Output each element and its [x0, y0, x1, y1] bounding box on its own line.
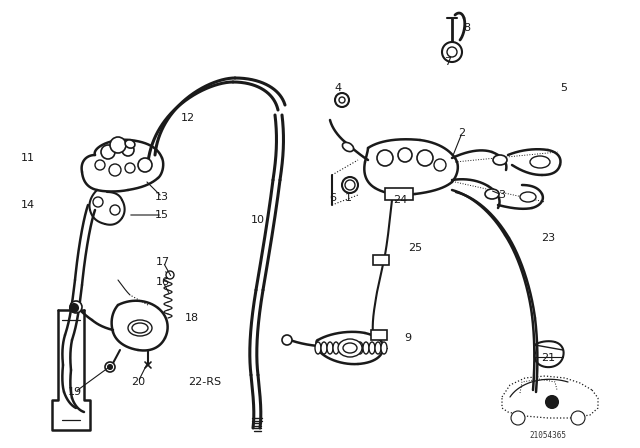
Circle shape	[335, 93, 349, 107]
Text: 16: 16	[156, 277, 170, 287]
Circle shape	[546, 396, 558, 408]
Ellipse shape	[485, 189, 499, 199]
Circle shape	[110, 205, 120, 215]
Text: 10: 10	[251, 215, 265, 225]
Circle shape	[93, 197, 103, 207]
Ellipse shape	[315, 342, 321, 354]
Ellipse shape	[333, 342, 339, 354]
Ellipse shape	[345, 342, 351, 354]
Ellipse shape	[125, 140, 135, 148]
Text: 13: 13	[155, 192, 169, 202]
Circle shape	[70, 304, 78, 312]
Circle shape	[122, 144, 134, 156]
Ellipse shape	[369, 342, 375, 354]
FancyBboxPatch shape	[373, 255, 389, 265]
Text: 14: 14	[21, 200, 35, 210]
Circle shape	[110, 137, 126, 153]
Ellipse shape	[493, 155, 507, 165]
Text: 2: 2	[458, 128, 465, 138]
Circle shape	[166, 271, 174, 279]
Text: 23: 23	[541, 233, 555, 243]
FancyBboxPatch shape	[385, 188, 413, 200]
Circle shape	[70, 301, 82, 313]
Circle shape	[95, 160, 105, 170]
Ellipse shape	[530, 156, 550, 168]
Ellipse shape	[520, 192, 536, 202]
Circle shape	[138, 158, 152, 172]
Text: 5: 5	[561, 83, 568, 93]
Circle shape	[125, 163, 135, 173]
Circle shape	[442, 42, 462, 62]
Text: 9: 9	[404, 333, 412, 343]
Text: 15: 15	[155, 210, 169, 220]
Circle shape	[342, 177, 358, 193]
FancyBboxPatch shape	[371, 330, 387, 340]
Circle shape	[339, 97, 345, 103]
Circle shape	[108, 365, 112, 369]
Text: 19: 19	[68, 387, 82, 397]
Ellipse shape	[343, 343, 357, 353]
Circle shape	[282, 335, 292, 345]
Text: 4: 4	[335, 83, 342, 93]
Ellipse shape	[381, 342, 387, 354]
Text: 18: 18	[185, 313, 199, 323]
Text: 21054365: 21054365	[529, 431, 566, 439]
Circle shape	[511, 411, 525, 425]
Ellipse shape	[339, 342, 345, 354]
Ellipse shape	[357, 342, 363, 354]
Ellipse shape	[132, 323, 148, 333]
Text: 12: 12	[181, 113, 195, 123]
Ellipse shape	[351, 342, 357, 354]
Ellipse shape	[327, 342, 333, 354]
Ellipse shape	[321, 342, 327, 354]
Ellipse shape	[363, 342, 369, 354]
Circle shape	[571, 411, 585, 425]
Circle shape	[377, 150, 393, 166]
Text: 17: 17	[156, 257, 170, 267]
Ellipse shape	[342, 142, 353, 151]
Text: 11: 11	[21, 153, 35, 163]
Text: 3: 3	[499, 190, 506, 200]
Circle shape	[434, 159, 446, 171]
Text: 24: 24	[393, 195, 407, 205]
Ellipse shape	[128, 320, 152, 336]
Circle shape	[417, 150, 433, 166]
Text: 25: 25	[408, 243, 422, 253]
Circle shape	[447, 47, 457, 57]
Circle shape	[109, 164, 121, 176]
Text: 8: 8	[463, 23, 470, 33]
Text: 1: 1	[344, 193, 351, 203]
Text: 21: 21	[541, 353, 555, 363]
Circle shape	[345, 180, 355, 190]
Circle shape	[398, 148, 412, 162]
Text: 7: 7	[444, 57, 452, 67]
Circle shape	[105, 362, 115, 372]
Circle shape	[101, 145, 115, 159]
Text: 22-RS: 22-RS	[188, 377, 221, 387]
Text: 20: 20	[131, 377, 145, 387]
Ellipse shape	[375, 342, 381, 354]
Ellipse shape	[338, 339, 362, 357]
Text: 6: 6	[330, 193, 337, 203]
